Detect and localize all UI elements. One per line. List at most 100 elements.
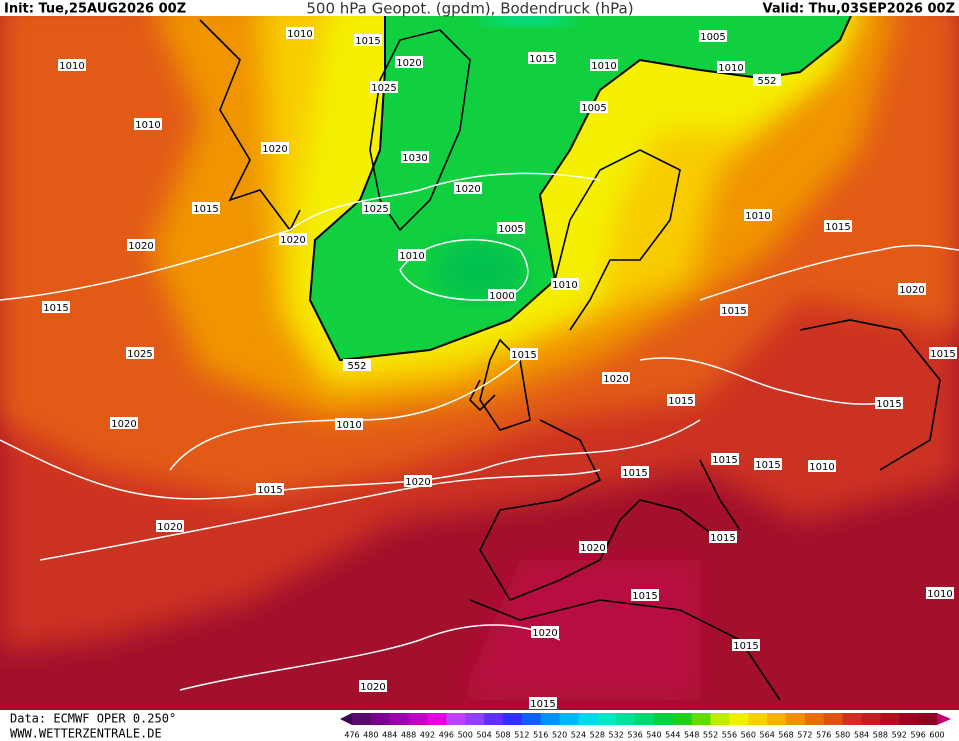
label-box (667, 394, 695, 406)
label-box (528, 52, 556, 64)
label-text: 1015 (712, 455, 737, 466)
label-text: 1015 (721, 306, 746, 317)
label-box (359, 680, 387, 692)
label-text: 1020 (111, 419, 136, 430)
scale-swatch (521, 713, 542, 725)
isobars (0, 172, 959, 691)
contour-label: 1015 (42, 301, 70, 314)
label-box (929, 347, 957, 359)
label-box (156, 520, 184, 532)
scale-label: 548 (684, 731, 699, 740)
scale-label: 476 (344, 731, 359, 740)
scale-label: 600 (929, 731, 944, 740)
scale-label: 552 (703, 731, 718, 740)
label-box (286, 27, 314, 39)
scale-swatch (465, 713, 485, 725)
label-box (720, 304, 748, 316)
contour-label: 1020 (404, 475, 432, 488)
label-text: 1015 (43, 303, 68, 314)
label-box (343, 359, 371, 371)
scale-label: 492 (420, 731, 435, 740)
label-box (579, 541, 607, 553)
label-box (497, 222, 525, 234)
label-text: 1005 (498, 224, 523, 235)
init-time: Init: Tue,25AUG2026 00Z (4, 2, 186, 17)
label-box (602, 372, 630, 384)
label-box (58, 59, 86, 71)
contour-label: 1015 (709, 531, 737, 544)
label-text: 1010 (809, 462, 834, 473)
contour-label: 1015 (510, 348, 538, 361)
contour-label: 1020 (279, 233, 307, 246)
label-box (531, 626, 559, 638)
scale-swatch (616, 713, 636, 725)
label-box (808, 460, 836, 472)
label-text: 1015 (930, 349, 955, 360)
label-box (926, 587, 954, 599)
scale-label: 524 (571, 731, 586, 740)
label-box (454, 182, 482, 194)
contour-label: 1010 (398, 249, 426, 262)
scale-swatch (540, 713, 561, 725)
contour-label: 1020 (359, 680, 387, 693)
label-box (590, 59, 618, 71)
label-box (404, 475, 432, 487)
contour-label: 1015 (354, 34, 382, 47)
contour-label: 1015 (631, 589, 659, 602)
contour-label: 1020 (261, 142, 289, 155)
label-text: 1015 (530, 699, 555, 710)
label-text: 1020 (280, 235, 305, 246)
label-box (362, 202, 390, 214)
site-url: WWW.WETTERZENTRALE.DE (10, 727, 162, 741)
scale-label: 516 (533, 731, 548, 740)
label-text: 1020 (128, 241, 153, 252)
contour-label: 1020 (454, 182, 482, 195)
map-area (0, 0, 959, 710)
scale-swatch (427, 713, 447, 725)
scale-label: 580 (835, 731, 850, 740)
contour-label: 1020 (395, 56, 423, 69)
contour-label: 1005 (580, 101, 608, 114)
label-box (395, 56, 423, 68)
data-source: Data: ECMWF OPER 0.250° (10, 712, 176, 726)
scale-swatch (899, 713, 919, 725)
label-text: 1020 (532, 628, 557, 639)
label-box (134, 118, 162, 130)
contour-label: 1030 (401, 151, 429, 164)
contour-label: 1010 (58, 59, 86, 72)
scale-swatch (352, 713, 372, 725)
scale-swatch (502, 713, 523, 725)
contour-label: 1010 (926, 587, 954, 600)
contour-label: 1010 (590, 59, 618, 72)
label-box (110, 417, 138, 429)
label-text: 1010 (287, 29, 312, 40)
contour-label: 1005 (497, 222, 525, 235)
scale-swatch (408, 713, 428, 725)
label-box (631, 589, 659, 601)
contour-label: 1010 (286, 27, 314, 40)
label-text: 1010 (336, 420, 361, 431)
label-text: 1005 (581, 103, 606, 114)
scale-label: 504 (476, 731, 491, 740)
scale-label: 588 (873, 731, 888, 740)
label-text: 1020 (360, 682, 385, 693)
contour-label: 1015 (929, 347, 957, 360)
scale-label: 592 (892, 731, 907, 740)
contour-label: 1015 (875, 397, 903, 410)
scale-label: 484 (382, 731, 397, 740)
label-box (256, 483, 284, 495)
label-text: 1010 (745, 211, 770, 222)
label-text: 1020 (603, 374, 628, 385)
label-box (580, 101, 608, 113)
contour-label: 1020 (602, 372, 630, 385)
label-box (709, 531, 737, 543)
scale-swatch (691, 713, 712, 725)
label-text: 1010 (552, 280, 577, 291)
label-text: 1015 (355, 36, 380, 47)
scale-swatch (729, 713, 749, 725)
scale-swatch (635, 713, 655, 725)
label-box (699, 30, 727, 42)
contour-label: 1015 (754, 458, 782, 471)
scale-swatch (484, 713, 504, 725)
